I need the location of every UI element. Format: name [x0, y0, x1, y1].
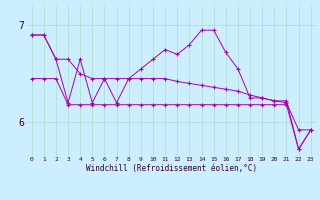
X-axis label: Windchill (Refroidissement éolien,°C): Windchill (Refroidissement éolien,°C)	[86, 164, 257, 173]
